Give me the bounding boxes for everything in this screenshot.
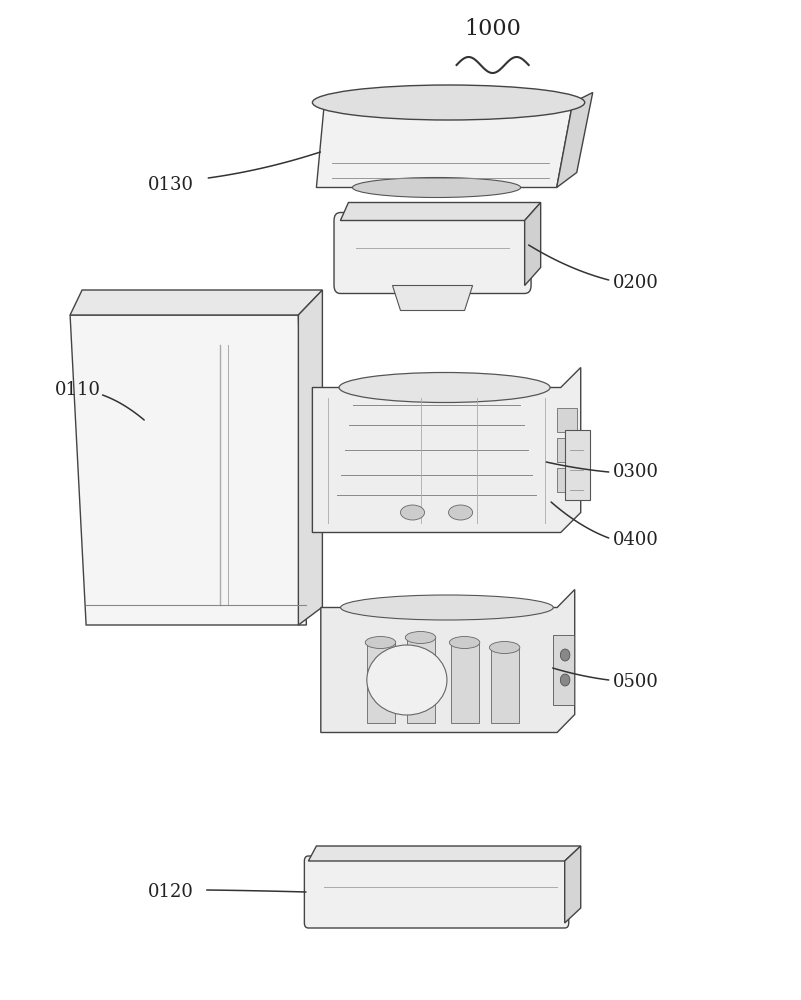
Ellipse shape <box>449 505 473 520</box>
Polygon shape <box>451 642 479 722</box>
Ellipse shape <box>339 372 550 402</box>
Text: 0120: 0120 <box>148 883 194 901</box>
Text: 0200: 0200 <box>613 274 658 292</box>
Polygon shape <box>312 367 581 532</box>
FancyBboxPatch shape <box>557 468 577 492</box>
Polygon shape <box>565 846 581 923</box>
Ellipse shape <box>449 636 480 648</box>
Circle shape <box>561 674 570 686</box>
Ellipse shape <box>367 645 447 715</box>
Ellipse shape <box>405 632 436 644</box>
FancyBboxPatch shape <box>304 856 569 928</box>
FancyBboxPatch shape <box>557 438 577 462</box>
FancyBboxPatch shape <box>334 213 531 294</box>
Ellipse shape <box>400 505 425 520</box>
Polygon shape <box>70 315 306 625</box>
Polygon shape <box>367 642 395 722</box>
Ellipse shape <box>365 636 396 648</box>
Polygon shape <box>321 589 575 732</box>
Polygon shape <box>308 846 581 861</box>
Ellipse shape <box>489 642 520 654</box>
Ellipse shape <box>312 85 585 120</box>
Polygon shape <box>407 638 435 722</box>
Text: 0500: 0500 <box>613 673 658 691</box>
Polygon shape <box>316 103 573 188</box>
Text: 0400: 0400 <box>613 531 658 549</box>
Polygon shape <box>70 290 322 315</box>
Text: 0130: 0130 <box>148 176 194 194</box>
FancyBboxPatch shape <box>553 635 574 705</box>
Ellipse shape <box>352 178 521 198</box>
Text: 1000: 1000 <box>464 18 521 40</box>
Text: 0110: 0110 <box>54 381 100 399</box>
Polygon shape <box>525 202 541 286</box>
FancyBboxPatch shape <box>557 408 577 432</box>
Circle shape <box>561 649 570 661</box>
Polygon shape <box>392 286 473 310</box>
Ellipse shape <box>340 595 553 620</box>
Polygon shape <box>340 202 541 221</box>
Text: 0300: 0300 <box>613 463 658 481</box>
Polygon shape <box>557 93 593 188</box>
Polygon shape <box>491 648 519 722</box>
Polygon shape <box>298 290 322 625</box>
FancyBboxPatch shape <box>565 430 590 500</box>
